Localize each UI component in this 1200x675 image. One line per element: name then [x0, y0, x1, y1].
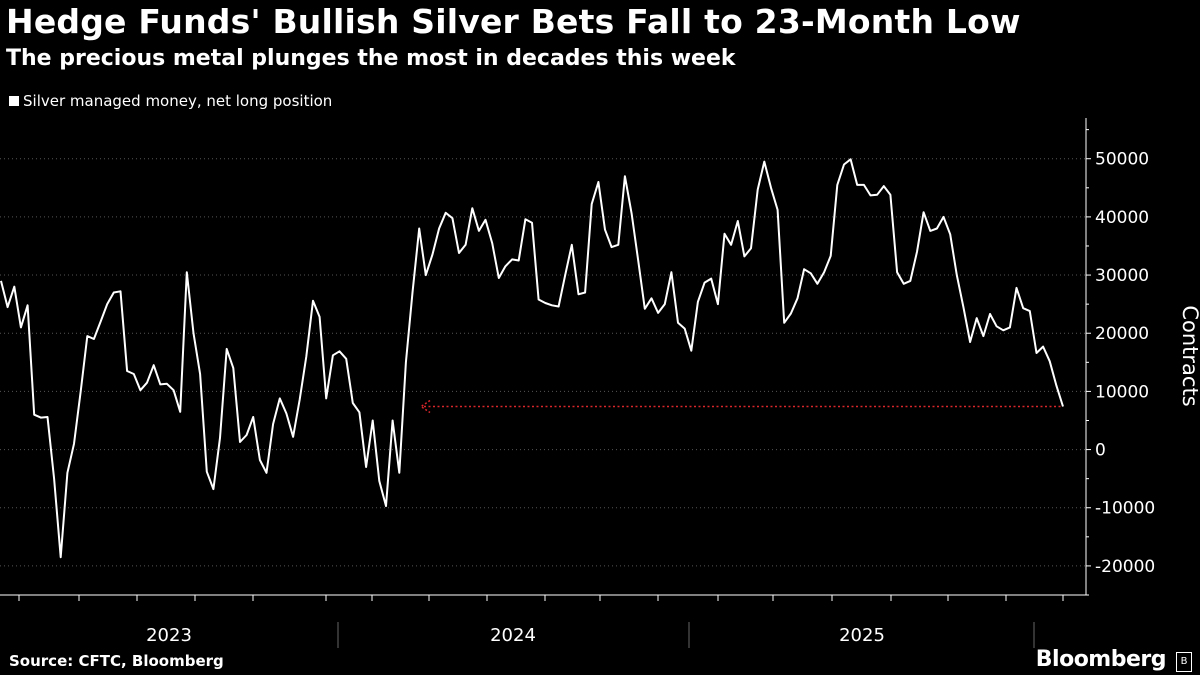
- y-tick-label: 50000: [1095, 150, 1149, 170]
- source-note: Source: CFTC, Bloomberg: [9, 652, 224, 670]
- legend-swatch: [9, 96, 19, 106]
- series-line-silver-net-long: [0, 158, 1064, 559]
- y-tick-label: 40000: [1095, 208, 1149, 228]
- grid-lines: [0, 158, 1086, 567]
- y-tick-label: 20000: [1095, 324, 1149, 344]
- y-tick-label: 0: [1095, 441, 1106, 461]
- bloomberg-mark-icon: B: [1176, 652, 1192, 672]
- chart-subtitle: The precious metal plunges the most in d…: [6, 46, 736, 71]
- chart-legend: Silver managed money, net long position: [9, 92, 332, 110]
- y-tick-label: 30000: [1095, 266, 1149, 286]
- x-year-label: 2025: [839, 625, 885, 646]
- bloomberg-logo: Bloomberg: [1035, 647, 1167, 672]
- legend-label: Silver managed money, net long position: [23, 92, 333, 110]
- y-tick-label: -10000: [1095, 499, 1155, 519]
- axes: 50000 40000 30000 20000 10000 0 -10000 -20000 Co…: [0, 118, 1200, 648]
- series-layer: [0, 158, 1064, 559]
- x-year-label: 2024: [490, 625, 536, 646]
- chart-title: Hedge Funds' Bullish Silver Bets Fall to…: [6, 2, 1021, 41]
- y-axis-title: Contracts: [1178, 305, 1200, 406]
- annotation-layer: [419, 399, 1063, 414]
- y-tick-label: -20000: [1095, 557, 1155, 577]
- y-tick-label: 10000: [1095, 382, 1149, 402]
- x-year-label: 2023: [146, 625, 192, 646]
